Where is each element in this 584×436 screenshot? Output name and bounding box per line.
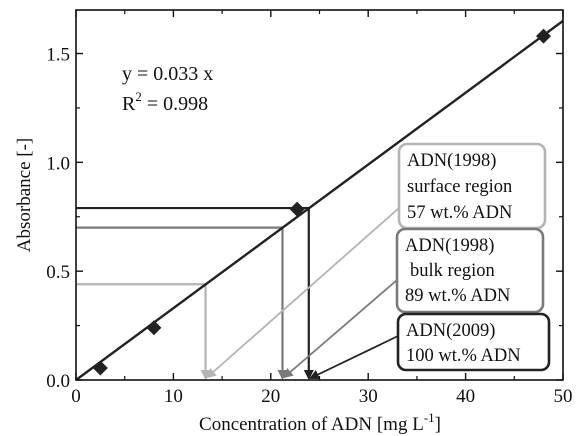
r-squared: R2 = 0.998 xyxy=(122,89,208,115)
data-point-2 xyxy=(146,320,162,336)
y-tick-label-1: 0.5 xyxy=(46,262,70,283)
bulk-box-line-3: 89 wt.% ADN xyxy=(405,286,510,306)
axis-ticks: 0 10 20 30 40 50 0.0 0.5 1.0 1.5 xyxy=(46,10,573,407)
y-tick-label-3: 1.5 xyxy=(46,45,70,66)
surface-box-line-1: ADN(1998) xyxy=(407,151,496,171)
adn2009-box-line-2: 100 wt.% ADN xyxy=(406,346,521,366)
x-axis-label: Concentration of ADN [mg L-1] xyxy=(199,410,441,435)
bulk-pointer-arrow xyxy=(282,279,398,379)
fit-equation: y = 0.033 x xyxy=(122,63,213,85)
x-tick-label-30: 30 xyxy=(359,386,378,407)
bulk-region-box: ADN(1998) bulk region 89 wt.% ADN xyxy=(395,227,545,314)
adn2009-box-line-1: ADN(2009) xyxy=(406,321,495,341)
fit-line xyxy=(75,19,564,381)
y-tick-label-2: 1.0 xyxy=(46,153,70,174)
r-squared-value: = 0.998 xyxy=(142,93,208,115)
r-squared-superscript: 2 xyxy=(135,89,142,104)
bulk-box-line-1: ADN(1998) xyxy=(405,236,494,256)
data-point-4 xyxy=(536,28,552,44)
bulk-box-line-2: bulk region xyxy=(410,261,495,281)
surface-box-line-2: surface region xyxy=(407,177,512,197)
adn2009-pointer-arrow xyxy=(308,335,399,380)
y-axis-label: Absorbance [-] xyxy=(14,138,35,252)
surface-region-box: ADN(1998) surface region 57 wt.% ADN xyxy=(397,142,547,230)
r-squared-symbol: R xyxy=(122,93,136,115)
x-axis-label-main: Concentration of ADN [mg L xyxy=(199,414,424,435)
x-tick-label-20: 20 xyxy=(261,386,280,407)
surface-pointer-arrow xyxy=(206,207,400,379)
x-tick-label-10: 10 xyxy=(164,386,183,407)
data-point-3 xyxy=(289,201,305,217)
surface-box-line-3: 57 wt.% ADN xyxy=(407,203,512,223)
reading-lines xyxy=(76,206,400,380)
fit-line-group xyxy=(75,19,564,381)
x-tick-label-40: 40 xyxy=(456,386,475,407)
data-point-1 xyxy=(92,360,108,376)
x-axis-label-superscript: -1 xyxy=(424,410,435,425)
y-tick-label-0: 0.0 xyxy=(46,371,70,392)
adn-2009-box: ADN(2009) 100 wt.% ADN xyxy=(396,312,551,372)
data-points xyxy=(92,28,552,376)
x-tick-label-0: 0 xyxy=(71,386,81,407)
x-tick-label-50: 50 xyxy=(554,386,573,407)
x-axis-label-end: ] xyxy=(435,414,441,435)
